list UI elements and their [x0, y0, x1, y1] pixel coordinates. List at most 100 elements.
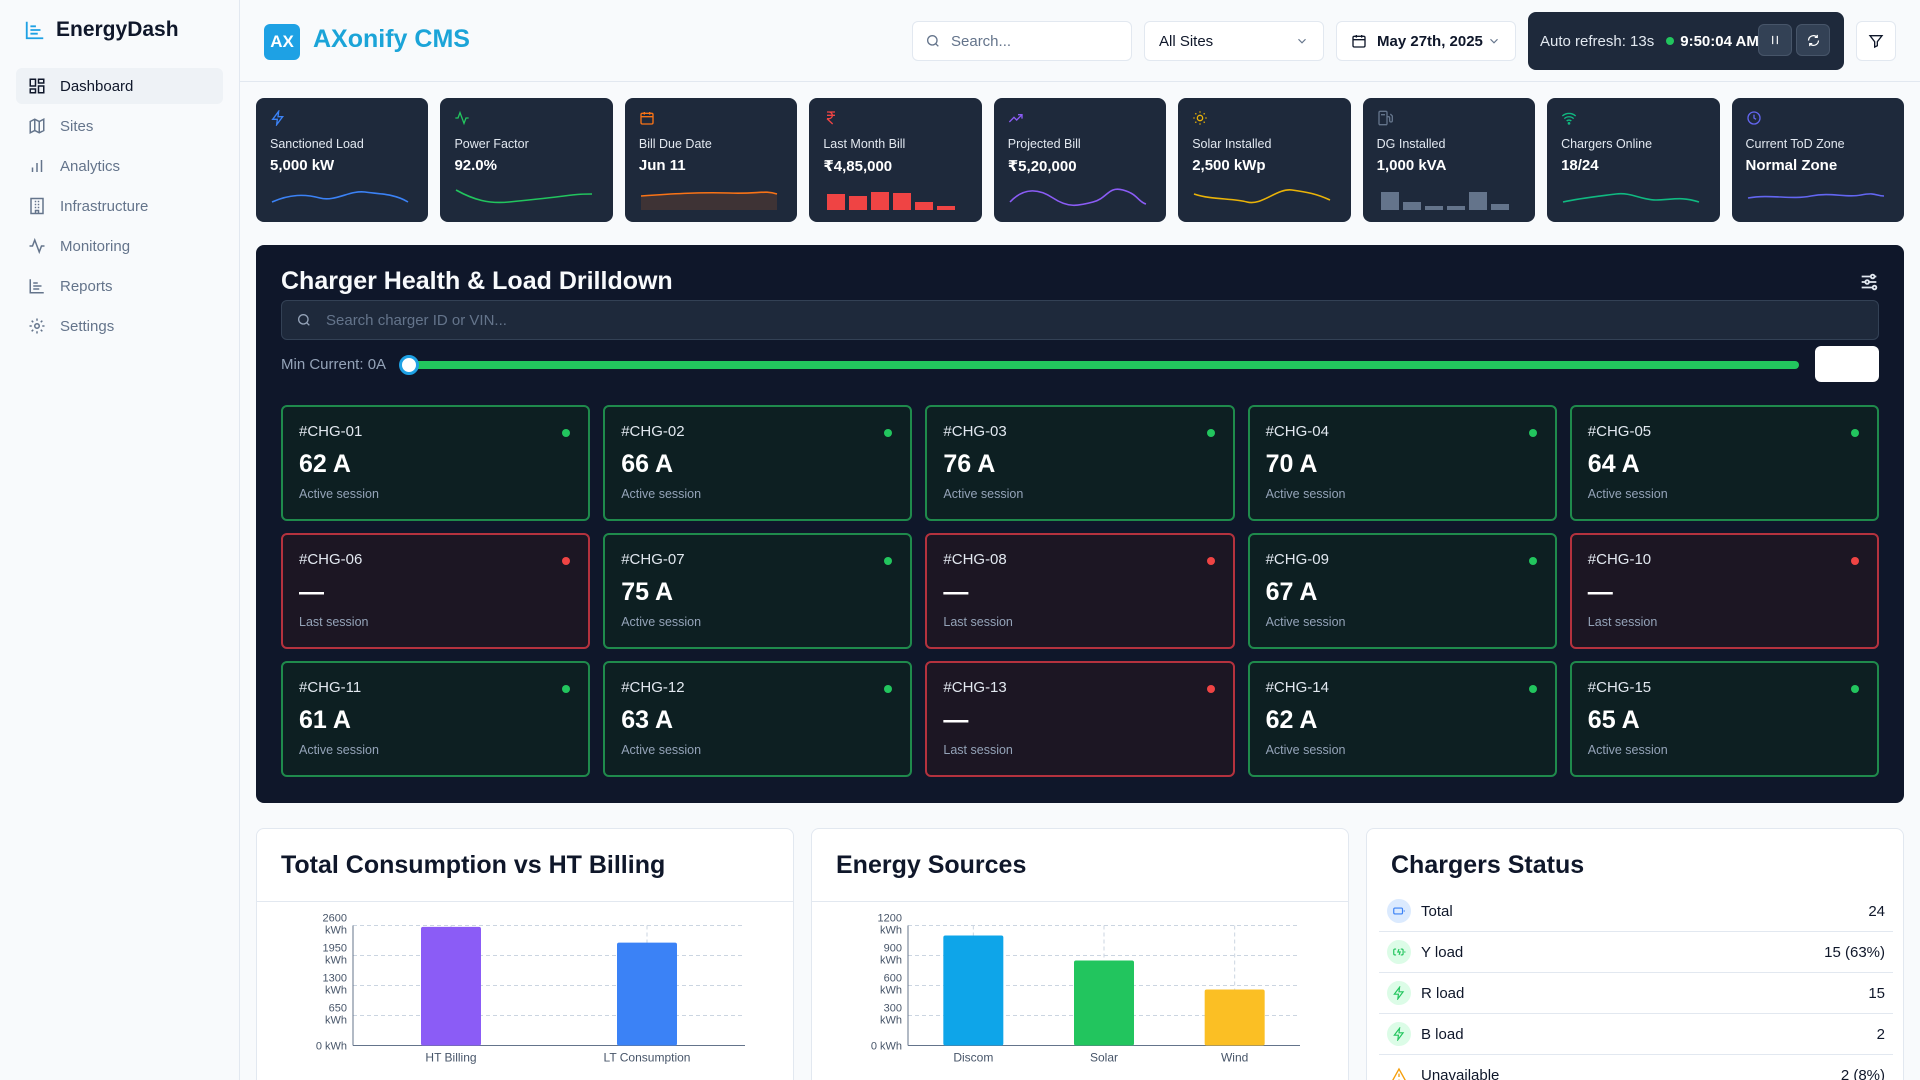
- site-select[interactable]: All Sites: [1144, 21, 1324, 61]
- kpi-sparkline: [456, 189, 593, 204]
- charger-status-dot: [884, 557, 893, 565]
- charger-search-box[interactable]: [281, 300, 1879, 340]
- kpi-label: Power Factor: [454, 137, 529, 151]
- zap-icon: [1387, 1022, 1411, 1046]
- sidebar-item-dashboard[interactable]: Dashboard: [16, 68, 223, 104]
- kpi-card-tod-zone[interactable]: Current ToD Zone Normal Zone: [1731, 98, 1904, 222]
- sidebar-item-monitoring[interactable]: Monitoring: [16, 228, 223, 264]
- charger-card[interactable]: #CHG-14 62 A Active session: [1247, 661, 1557, 777]
- charger-card[interactable]: #CHG-02 66 A Active session: [603, 405, 913, 521]
- kpi-label: DG Installed: [1376, 137, 1446, 151]
- charger-card[interactable]: #CHG-15 65 A Active session: [1569, 661, 1879, 777]
- charger-status-dot: [1206, 429, 1215, 437]
- status-value: 24: [1868, 902, 1885, 920]
- charger-card[interactable]: #CHG-06 — Last session: [281, 533, 591, 649]
- kpi-card-power-factor[interactable]: Power Factor 92.0%: [440, 98, 613, 222]
- sidebar-item-label: Sites: [60, 117, 94, 135]
- clock: 9:50:04 AM: [1680, 32, 1759, 50]
- calendar-icon: [1352, 35, 1366, 48]
- chargers-status-list: Total 24 Y load 15 (63%) R load 15 B load 2 Unav…: [1379, 891, 1893, 1080]
- kpi-value: Jun 11: [638, 157, 686, 174]
- filter-button[interactable]: [1856, 21, 1896, 61]
- min-current-slider-track[interactable]: [409, 361, 1799, 369]
- charger-id: #CHG-09: [1265, 551, 1329, 568]
- charger-session-status: Last session: [1587, 615, 1658, 629]
- kpi-value: 1,000 kVA: [1376, 157, 1447, 174]
- charger-card[interactable]: #CHG-01 62 A Active session: [281, 405, 591, 521]
- apply-button[interactable]: Apply: [1815, 346, 1879, 382]
- filter-icon: [1868, 35, 1884, 49]
- charger-card[interactable]: #CHG-08 — Last session: [925, 533, 1235, 649]
- x-tick-label: LT Consumption: [604, 1051, 691, 1065]
- charger-current: 76 A: [943, 450, 996, 478]
- charger-current: 63 A: [621, 706, 674, 734]
- bar[interactable]: [1074, 960, 1134, 1046]
- energy-sources-chart: 0 kWh 300 kWh 600 kWh 900 kWh 1200 kWh Discom Sola…: [871, 913, 1300, 1065]
- bar[interactable]: [943, 935, 1004, 1046]
- live-status-dot: [1666, 37, 1675, 45]
- bar[interactable]: [617, 942, 677, 1046]
- charger-card[interactable]: #CHG-09 67 A Active session: [1247, 533, 1557, 649]
- charger-card[interactable]: #CHG-05 64 A Active session: [1569, 405, 1879, 521]
- refresh-icon: [1807, 34, 1819, 46]
- charger-card[interactable]: #CHG-12 63 A Active session: [603, 661, 913, 777]
- charger-id: #CHG-08: [943, 551, 1007, 568]
- sidebar-item-sites[interactable]: Sites: [16, 108, 223, 144]
- search-box[interactable]: [912, 21, 1132, 61]
- charger-current: 62 A: [299, 450, 351, 478]
- sidebar-item-analytics[interactable]: Analytics: [16, 148, 223, 184]
- kpi-card-sanctioned-load[interactable]: Sanctioned Load 5,000 kW: [256, 98, 429, 222]
- kpi-card-projected-bill[interactable]: Projected Bill ₹5,20,000: [993, 98, 1167, 222]
- charger-card[interactable]: #CHG-04 70 A Active session: [1247, 405, 1557, 521]
- pause-button[interactable]: [1758, 24, 1792, 56]
- sidebar-item-reports[interactable]: Reports: [16, 268, 223, 304]
- status-value: 2: [1876, 1025, 1885, 1043]
- kpi-sparkline: [1193, 189, 1331, 204]
- status-label: B load: [1421, 1025, 1464, 1043]
- kpi-card-chargers-online[interactable]: Chargers Online 18/24: [1547, 98, 1720, 222]
- energy-sources-title: Energy Sources: [836, 851, 1027, 879]
- wifi-icon: [1561, 112, 1577, 125]
- date-picker[interactable]: May 27th, 2025: [1336, 21, 1516, 61]
- charger-search-input[interactable]: [326, 311, 1826, 329]
- charger-current: —: [943, 578, 969, 606]
- sidebar-item-infrastructure[interactable]: Infrastructure: [16, 188, 223, 224]
- charger-session-status: Last session: [943, 615, 1013, 629]
- charger-card[interactable]: #CHG-03 76 A Active session: [925, 405, 1235, 521]
- charger-status-dot: [1528, 685, 1537, 693]
- charger-status-dot: [884, 685, 893, 693]
- min-current-slider-handle[interactable]: [399, 355, 419, 375]
- kpi-card-dg-installed[interactable]: DG Installed 1,000 kVA: [1362, 98, 1536, 222]
- sidebar-item-settings[interactable]: Settings: [16, 308, 223, 344]
- zap-icon: [271, 108, 284, 128]
- status-value: 15 (63%): [1824, 943, 1885, 961]
- charger-status-dot: [1851, 685, 1859, 693]
- brand-name: EnergyDash: [56, 18, 179, 41]
- kpi-card-solar-installed[interactable]: Solar Installed 2,500 kWp: [1178, 98, 1351, 222]
- charger-card[interactable]: #CHG-10 — Last session: [1569, 533, 1879, 649]
- status-label: R load: [1421, 984, 1465, 1002]
- charger-card[interactable]: #CHG-13 — Last session: [925, 661, 1235, 777]
- charger-status-dot: [1851, 429, 1859, 437]
- charger-card[interactable]: #CHG-11 61 A Active session: [281, 661, 591, 777]
- app-logo: AX: [264, 24, 300, 60]
- sun-icon: [1193, 111, 1207, 125]
- refresh-button[interactable]: [1796, 24, 1830, 56]
- kpi-sparkline: [827, 192, 956, 210]
- charger-session-status: Last session: [943, 743, 1013, 757]
- kpi-card-last-month-bill[interactable]: Last Month Bill ₹4,85,000: [809, 98, 982, 222]
- charger-id: #CHG-07: [621, 551, 685, 568]
- y-tick-label: 1950 kWh: [323, 943, 347, 967]
- kpi-sparkline: [640, 191, 778, 210]
- y-tick-label: 300 kWh: [880, 1003, 902, 1027]
- bar[interactable]: [1204, 989, 1265, 1046]
- charger-drilldown-panel: Charger Health & Load Drilldown Min Curr…: [256, 245, 1904, 803]
- charger-session-status: Active session: [621, 487, 702, 501]
- charger-card[interactable]: #CHG-07 75 A Active session: [603, 533, 913, 649]
- y-tick-label: 0 kWh: [316, 1041, 347, 1053]
- search-input[interactable]: [951, 32, 1121, 50]
- brand[interactable]: EnergyDash: [0, 0, 239, 60]
- kpi-card-bill-due-date[interactable]: Bill Due Date Jun 11: [624, 98, 798, 222]
- sliders-icon[interactable]: [1858, 271, 1880, 293]
- bar[interactable]: [421, 926, 481, 1046]
